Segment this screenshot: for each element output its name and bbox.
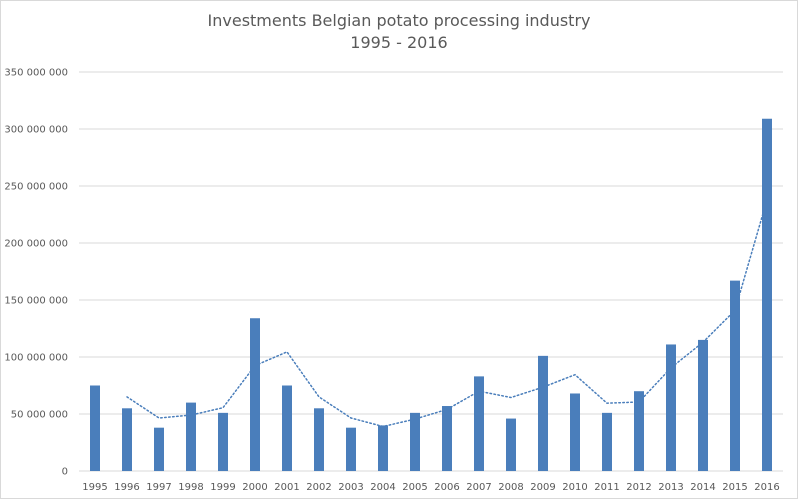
- y-tick-label: 300 000 000: [4, 125, 68, 136]
- y-tick-label: 250 000 000: [4, 182, 68, 193]
- chart-title: Investments Belgian potato processing in…: [207, 11, 591, 30]
- x-tick-label: 2010: [562, 482, 587, 493]
- x-tick-label: 1999: [210, 482, 235, 493]
- bar-2009: [538, 355, 548, 471]
- y-tick-label: 350 000 000: [4, 68, 68, 79]
- x-tick-label: 2014: [690, 482, 715, 493]
- x-tick-label: 2013: [658, 482, 683, 493]
- bar-2013: [666, 344, 676, 471]
- x-tick-label: 1996: [114, 482, 139, 493]
- bar-2001: [282, 385, 292, 471]
- x-tick-label: 2015: [722, 482, 747, 493]
- y-tick-label: 0: [62, 467, 68, 478]
- bar-1997: [154, 427, 164, 471]
- x-tick-label: 2004: [370, 482, 395, 493]
- bar-2016: [762, 118, 772, 472]
- bar-2000: [250, 318, 260, 471]
- chart-subtitle: 1995 - 2016: [350, 33, 448, 52]
- x-tick-label: 2011: [594, 482, 619, 493]
- x-tick-label: 2007: [466, 482, 491, 493]
- bar-2008: [506, 418, 516, 471]
- gridlines: [79, 71, 783, 472]
- bar-2002: [314, 408, 324, 471]
- bar-2014: [698, 339, 708, 471]
- bar-1999: [218, 412, 228, 471]
- x-tick-label: 2001: [274, 482, 299, 493]
- moving-average-trendline: [126, 198, 768, 428]
- chart-title-block: Investments Belgian potato processing in…: [1, 10, 797, 54]
- x-tick-label: 2002: [306, 482, 331, 493]
- bar-2004: [378, 425, 388, 471]
- y-tick-label: 150 000 000: [4, 296, 68, 307]
- x-tick-label: 2009: [530, 482, 555, 493]
- bar-2003: [346, 427, 356, 471]
- bar-1995: [90, 385, 100, 471]
- x-tick-label: 2000: [242, 482, 267, 493]
- x-tick-label: 2003: [338, 482, 363, 493]
- y-tick-label: 50 000 000: [11, 410, 68, 421]
- x-tick-label: 2006: [434, 482, 459, 493]
- y-axis-ticks: 0 50 000 000 100 000 000 150 000 000 200 000…: [4, 68, 68, 478]
- bar-2005: [410, 412, 420, 471]
- x-tick-label: 1995: [82, 482, 107, 493]
- bar-2011: [602, 412, 612, 471]
- y-tick-label: 200 000 000: [4, 239, 68, 250]
- bar-2010: [570, 393, 580, 471]
- x-tick-label: 2012: [626, 482, 651, 493]
- bar-1996: [122, 408, 132, 471]
- x-tick-label: 2008: [498, 482, 523, 493]
- x-tick-label: 1998: [178, 482, 203, 493]
- bar-2012: [634, 391, 644, 471]
- x-tick-label: 2016: [754, 482, 779, 493]
- bar-2015: [730, 280, 740, 471]
- x-axis-ticks: 1995 1996 1997 1998 1999 2000 2001 2002 2003 2004…: [82, 482, 779, 493]
- x-tick-label: 2005: [402, 482, 427, 493]
- y-tick-label: 100 000 000: [4, 353, 68, 364]
- x-tick-label: 1997: [146, 482, 171, 493]
- trendline-layer: [126, 198, 768, 428]
- bar-2006: [442, 406, 452, 471]
- bars: [90, 118, 772, 472]
- bar-1998: [186, 402, 196, 471]
- bar-2007: [474, 376, 484, 471]
